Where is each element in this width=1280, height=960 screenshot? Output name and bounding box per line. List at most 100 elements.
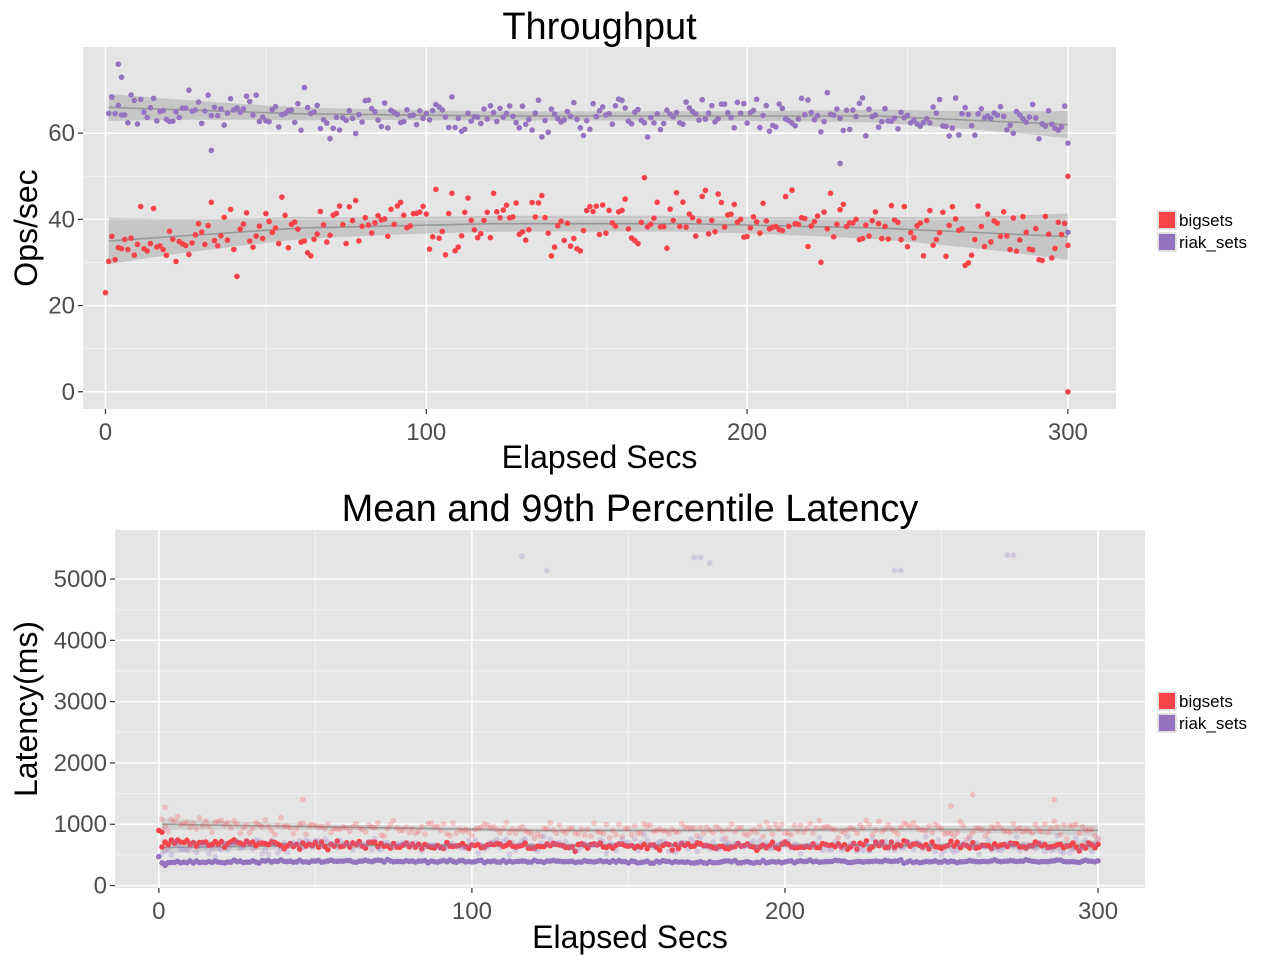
data-point	[566, 844, 572, 851]
data-point	[141, 109, 147, 115]
data-point	[581, 832, 588, 838]
data-point	[722, 841, 729, 847]
data-point	[324, 120, 330, 126]
data-point	[769, 831, 776, 837]
data-point	[651, 215, 657, 222]
data-point	[209, 829, 216, 836]
data-point	[240, 106, 247, 112]
data-point	[797, 822, 804, 829]
data-point	[340, 221, 346, 228]
data-point	[513, 200, 519, 206]
data-point	[954, 847, 961, 854]
data-point	[932, 821, 939, 828]
data-point	[1004, 127, 1010, 133]
data-point	[879, 828, 885, 835]
data-point	[253, 233, 259, 239]
data-point	[519, 823, 525, 830]
data-point	[805, 97, 811, 103]
data-point	[481, 106, 487, 112]
data-point	[786, 223, 792, 230]
data-point	[419, 845, 425, 852]
data-point	[187, 824, 194, 831]
data-point	[459, 844, 466, 851]
data-point	[234, 821, 241, 827]
data-point	[522, 840, 528, 846]
data-point	[583, 117, 590, 124]
data-point	[619, 97, 625, 104]
data-point	[794, 841, 801, 848]
data-point	[378, 832, 384, 839]
data-point	[250, 839, 256, 845]
data-point	[409, 843, 416, 850]
data-point	[306, 823, 312, 829]
data-point	[991, 845, 998, 851]
data-point	[954, 829, 961, 836]
data-point	[556, 839, 563, 846]
data-point	[859, 95, 866, 101]
data-point	[719, 828, 726, 834]
data-point	[933, 110, 940, 116]
data-point	[757, 124, 763, 131]
data-point	[882, 826, 889, 833]
data-point	[763, 840, 770, 846]
data-point	[837, 206, 843, 213]
data-point	[1065, 173, 1071, 180]
data-point	[885, 845, 892, 852]
data-point	[1088, 848, 1095, 855]
data-point	[390, 840, 397, 847]
data-point	[876, 818, 882, 825]
data-point	[978, 106, 985, 112]
data-point	[879, 118, 885, 125]
data-point	[811, 218, 818, 225]
data-point	[907, 823, 914, 830]
data-point	[923, 827, 929, 834]
data-point	[788, 844, 795, 851]
data-point	[847, 841, 854, 847]
data-point	[631, 823, 638, 829]
data-point	[920, 253, 927, 259]
data-point	[177, 846, 184, 853]
data-point	[1073, 821, 1079, 828]
data-point	[638, 829, 644, 836]
data-point	[453, 842, 460, 849]
data-point	[256, 837, 262, 844]
data-point	[315, 844, 322, 850]
data-point	[513, 119, 519, 126]
data-point	[882, 223, 888, 230]
data-point	[879, 841, 885, 848]
data-point	[368, 823, 375, 830]
data-point	[952, 95, 959, 101]
data-point	[1060, 850, 1067, 856]
data-point	[109, 233, 115, 240]
data-point	[702, 187, 709, 194]
data-point	[243, 210, 250, 216]
data-point	[936, 229, 943, 236]
data-point	[891, 828, 898, 835]
data-point	[440, 821, 447, 827]
data-point	[309, 844, 316, 851]
data-point	[631, 836, 638, 842]
data-point	[911, 117, 917, 124]
data-point	[785, 837, 791, 844]
data-point	[198, 120, 205, 127]
data-point	[314, 102, 321, 109]
data-point	[962, 104, 968, 111]
data-point	[654, 199, 660, 206]
data-point	[247, 98, 253, 105]
data-point	[468, 217, 475, 224]
data-point	[854, 846, 860, 852]
data-point	[541, 825, 547, 832]
data-point	[694, 848, 701, 855]
data-point	[378, 847, 384, 853]
legend-label: bigsets	[1179, 211, 1233, 230]
data-point	[622, 196, 628, 202]
data-point	[606, 110, 612, 117]
data-point	[572, 830, 579, 837]
data-point	[917, 220, 924, 226]
data-point	[539, 134, 545, 140]
data-point	[156, 853, 162, 860]
data-point	[293, 840, 300, 847]
data-point	[824, 89, 831, 96]
data-point	[1010, 842, 1017, 849]
data-point	[841, 845, 848, 852]
